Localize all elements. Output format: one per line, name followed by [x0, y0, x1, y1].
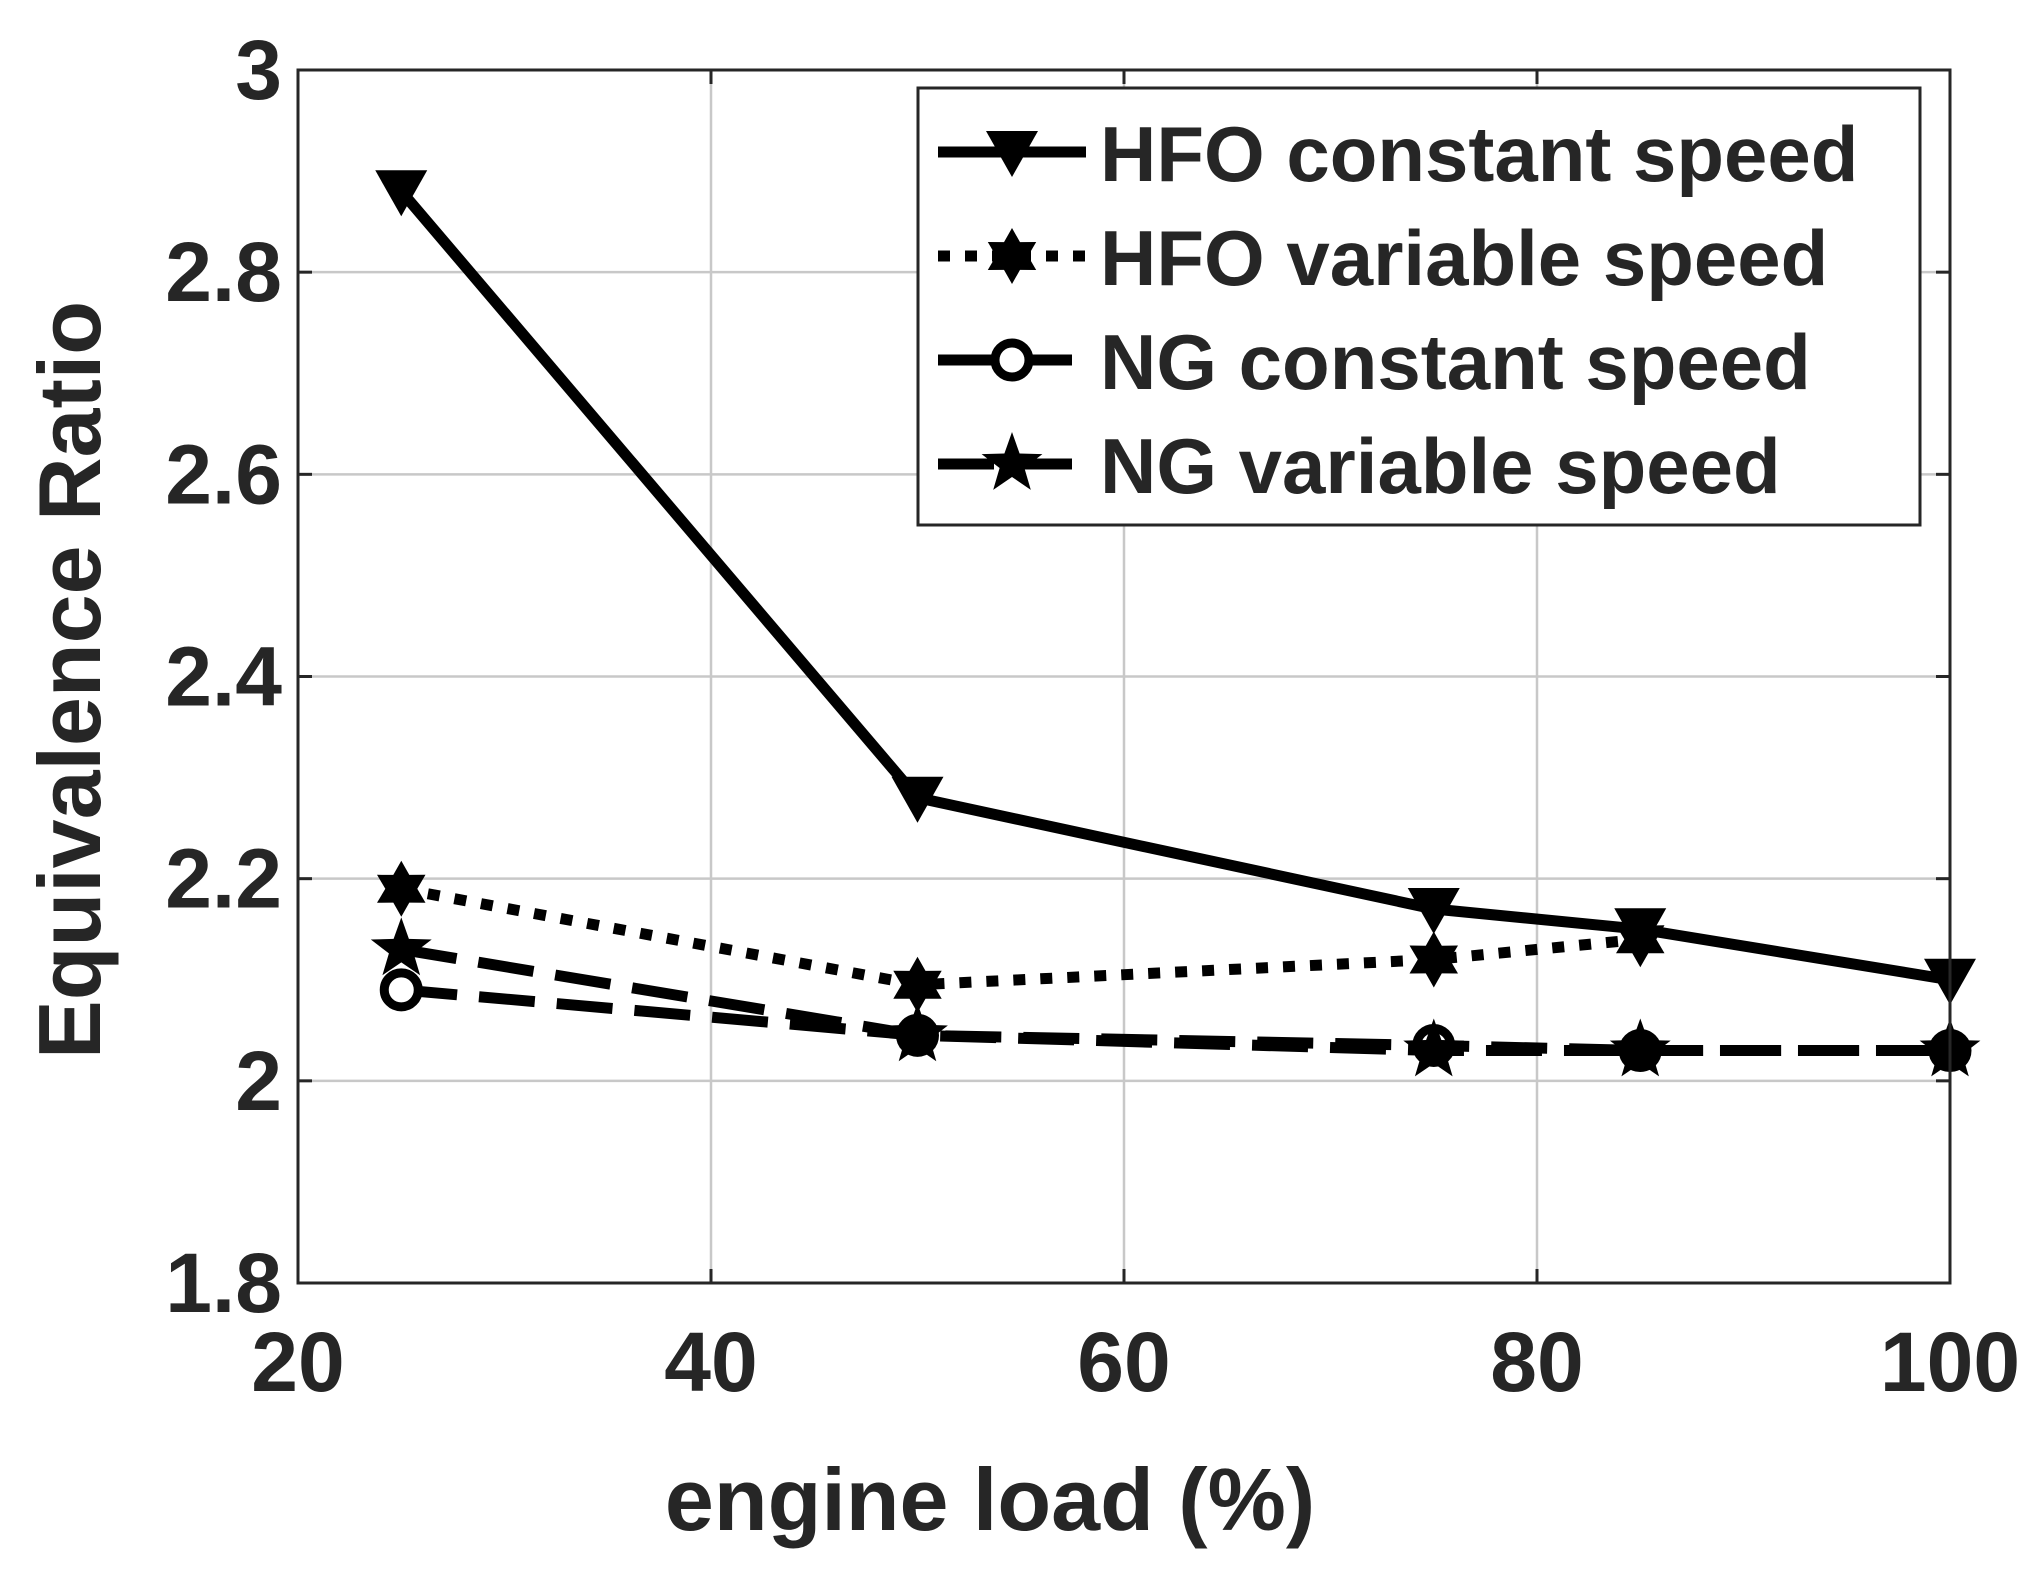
- data-point-marker: [891, 776, 944, 823]
- y-tick-label: 2.2: [165, 832, 282, 926]
- data-point-marker: [1403, 1018, 1465, 1077]
- data-point-marker: [1409, 931, 1458, 988]
- legend-label: NG constant speed: [1100, 318, 1811, 406]
- data-point-marker: [887, 1003, 948, 1062]
- legend-label: HFO constant speed: [1100, 110, 1858, 198]
- data-point-marker: [1616, 911, 1665, 968]
- x-tick-label: 60: [1077, 1315, 1170, 1409]
- data-point-marker: [990, 338, 1034, 382]
- data-point-marker: [987, 228, 1037, 284]
- y-tick-label: 2: [235, 1034, 282, 1128]
- x-axis-label: engine load (%): [665, 1450, 1315, 1549]
- data-point-marker: [981, 432, 1043, 490]
- legend-item: HFO constant speed: [938, 110, 1858, 198]
- x-tick-label: 80: [1490, 1315, 1583, 1409]
- legend: HFO constant speed HFO variable speed NG c…: [916, 86, 1922, 527]
- y-axis-label: Equivalence Ratio: [20, 301, 119, 1059]
- data-point-marker: [375, 170, 428, 217]
- legend-label: HFO variable speed: [1100, 214, 1828, 302]
- legend-box: [916, 86, 1922, 527]
- data-point-marker: [370, 917, 432, 976]
- y-tick-label: 2.8: [165, 225, 282, 319]
- data-point-marker: [379, 968, 423, 1012]
- x-tick-label: 100: [1880, 1315, 2020, 1409]
- tick-labels: 20 40 60 80 100 1.8 2 2.2 2.4 2.6 2.8 3: [165, 23, 2020, 1409]
- legend-label: NG variable speed: [1100, 422, 1781, 510]
- data-point-marker: [986, 131, 1038, 177]
- y-tick-label: 2.4: [165, 630, 282, 724]
- y-tick-label: 1.8: [165, 1236, 282, 1330]
- y-tick-label: 3: [235, 23, 282, 117]
- data-point-marker: [1609, 1018, 1671, 1077]
- x-tick-label: 20: [251, 1315, 344, 1409]
- data-point-marker: [893, 956, 942, 1013]
- series-hfo-variable-speed: [377, 860, 1665, 1013]
- legend-item: NG constant speed: [938, 318, 1811, 406]
- data-point-marker: [377, 860, 426, 917]
- series-line: [400, 883, 1641, 991]
- legend-item: HFO variable speed: [938, 214, 1828, 302]
- legend-item: NG variable speed: [938, 422, 1781, 510]
- x-tick-label: 40: [664, 1315, 757, 1409]
- y-tick-label: 2.6: [165, 427, 282, 521]
- data-point-marker: [1407, 887, 1460, 934]
